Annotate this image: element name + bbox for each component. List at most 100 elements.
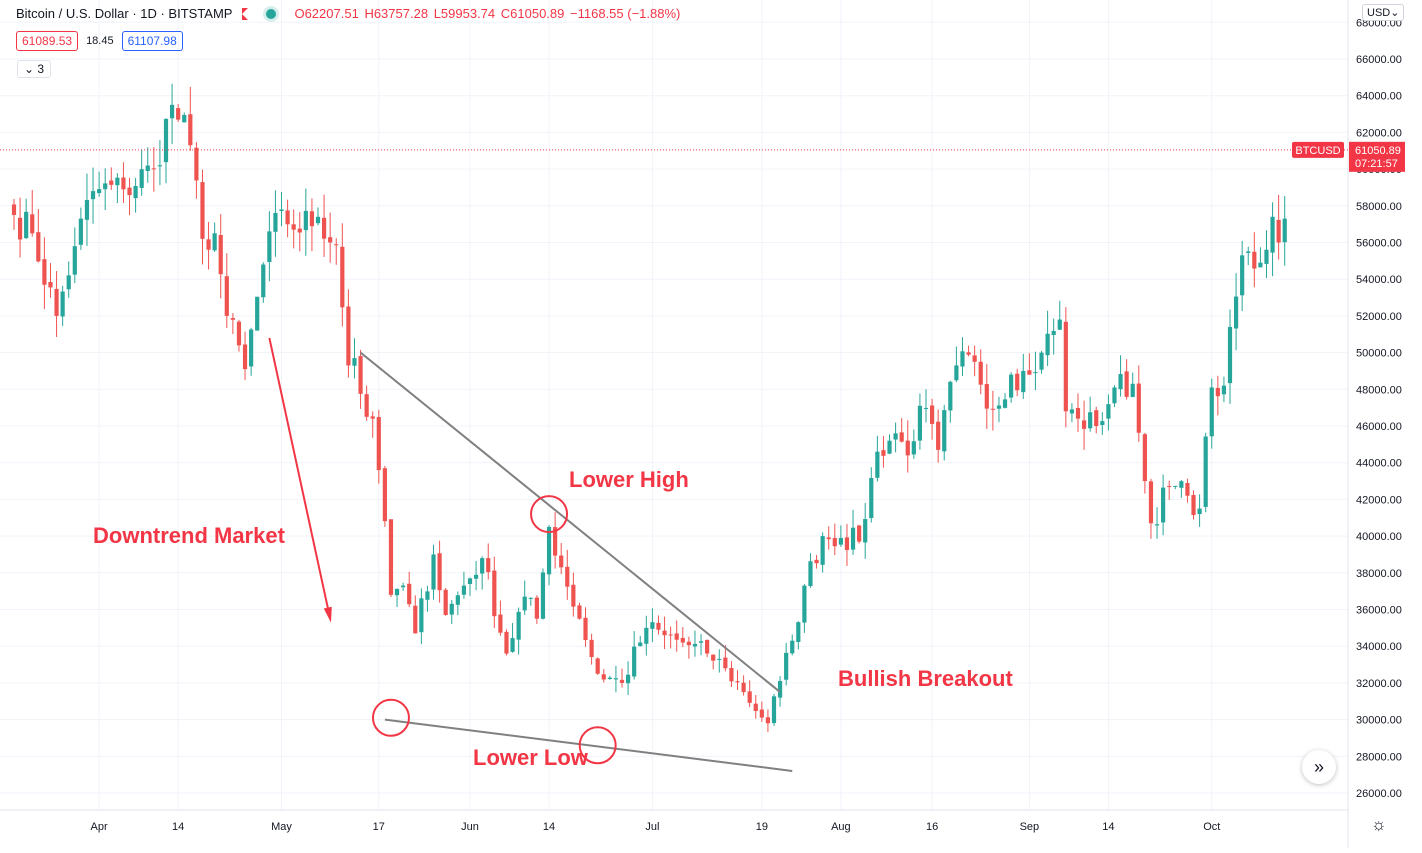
- candle-body: [431, 554, 436, 590]
- candle-body: [510, 638, 515, 652]
- candle-body: [267, 231, 272, 262]
- candle-body: [516, 611, 521, 640]
- candle-body: [1264, 249, 1269, 264]
- buy-price-button[interactable]: 61107.98: [121, 31, 183, 51]
- y-tick-label: 66000.00: [1356, 54, 1402, 66]
- candle-body: [455, 595, 460, 605]
- candle-body: [255, 296, 260, 331]
- candle-body: [705, 640, 710, 654]
- candle-body: [632, 646, 637, 677]
- y-tick-label: 56000.00: [1356, 238, 1402, 250]
- candle-body: [449, 603, 454, 615]
- candle-body: [577, 605, 582, 619]
- candle-body: [662, 630, 667, 636]
- x-tick-label: Oct: [1203, 821, 1220, 833]
- label-lower-low: Lower Low: [473, 745, 589, 770]
- ohlc-open: O62207.51: [294, 6, 359, 21]
- candle-body: [242, 344, 248, 370]
- chevron-down-icon: ⌄: [24, 62, 35, 76]
- candle-body: [1136, 383, 1141, 433]
- candle-body: [717, 658, 722, 660]
- candle-body: [425, 591, 430, 600]
- candle-body: [90, 191, 96, 200]
- candle-body: [103, 183, 108, 190]
- candle-body: [796, 622, 801, 642]
- candle-body: [224, 276, 229, 316]
- candle-body: [954, 365, 959, 381]
- y-tick-label: 48000.00: [1356, 384, 1402, 396]
- candle-body: [176, 108, 181, 120]
- candle-body: [948, 381, 953, 411]
- flag-icon[interactable]: [242, 7, 249, 20]
- candle-body: [1167, 486, 1172, 488]
- candle-body: [321, 217, 327, 239]
- candle-body: [133, 186, 138, 199]
- candle-body: [413, 605, 418, 634]
- candle-body: [644, 627, 649, 644]
- candle-body: [808, 561, 813, 587]
- candle-body: [553, 527, 558, 556]
- candle-body: [887, 440, 892, 454]
- indicators-toggle-button[interactable]: ⌄ 3: [17, 60, 52, 78]
- candle-body: [370, 416, 375, 419]
- x-tick-label: May: [271, 821, 292, 833]
- candle-body: [182, 114, 187, 123]
- price-tag-bg: [1349, 141, 1405, 172]
- candle-body: [893, 433, 898, 440]
- marker-circle: [371, 698, 410, 737]
- candle-body: [200, 182, 205, 239]
- candle-body: [1197, 508, 1202, 515]
- candle-body: [169, 104, 175, 119]
- candle-body: [1015, 373, 1020, 391]
- candle-body: [1270, 216, 1275, 253]
- candle-body: [60, 291, 65, 317]
- ohlc-change: −1168.55 (−1.88%): [570, 6, 681, 21]
- candle-body: [546, 526, 552, 575]
- currency-button[interactable]: USD⌄: [1362, 4, 1405, 21]
- candle-body: [407, 583, 412, 605]
- candle-body: [36, 232, 41, 262]
- candle-body: [72, 246, 77, 275]
- symbol-legend: Bitcoin / U.S. Dollar · 1D · BITSTAMP O6…: [16, 6, 682, 21]
- candle-body: [249, 329, 254, 367]
- candle-body: [540, 572, 546, 619]
- marker-circle: [530, 495, 569, 534]
- candle-body: [1118, 374, 1123, 390]
- x-tick-label: 16: [926, 821, 938, 833]
- candle-body: [996, 405, 1002, 409]
- candle-body: [790, 640, 795, 654]
- candle-body: [309, 211, 315, 227]
- candle-body: [352, 358, 357, 366]
- candle-body: [960, 351, 965, 367]
- gear-icon[interactable]: ☼: [1371, 815, 1387, 834]
- candle-body: [759, 709, 764, 718]
- candle-body: [48, 282, 53, 288]
- candle-body: [151, 168, 156, 170]
- candle-body: [625, 674, 631, 684]
- candle-body: [1100, 421, 1105, 426]
- candle-body: [1252, 251, 1257, 269]
- candle-body: [437, 553, 442, 591]
- candle-body: [109, 180, 114, 185]
- candle-body: [473, 574, 479, 579]
- candle-body: [1088, 412, 1093, 429]
- scroll-to-realtime-button[interactable]: »: [1302, 750, 1336, 784]
- candle-body: [1075, 407, 1081, 419]
- candle-body: [145, 165, 150, 171]
- candle-body: [571, 584, 576, 607]
- y-tick-label: 54000.00: [1356, 274, 1402, 286]
- candle-body: [607, 677, 612, 680]
- x-tick-label: Sep: [1020, 821, 1040, 833]
- indicators-count: 3: [37, 62, 45, 76]
- symbol-title[interactable]: Bitcoin / U.S. Dollar · 1D · BITSTAMP: [16, 6, 233, 21]
- price-tag-countdown: 07:21:57: [1355, 158, 1398, 170]
- candle-body: [42, 259, 47, 285]
- candle-body: [115, 177, 120, 186]
- sell-price-button[interactable]: 61089.53: [16, 31, 79, 51]
- candle-body: [467, 578, 473, 584]
- candle-body: [388, 519, 394, 595]
- candle-body: [1002, 399, 1008, 408]
- y-tick-label: 52000.00: [1356, 311, 1402, 323]
